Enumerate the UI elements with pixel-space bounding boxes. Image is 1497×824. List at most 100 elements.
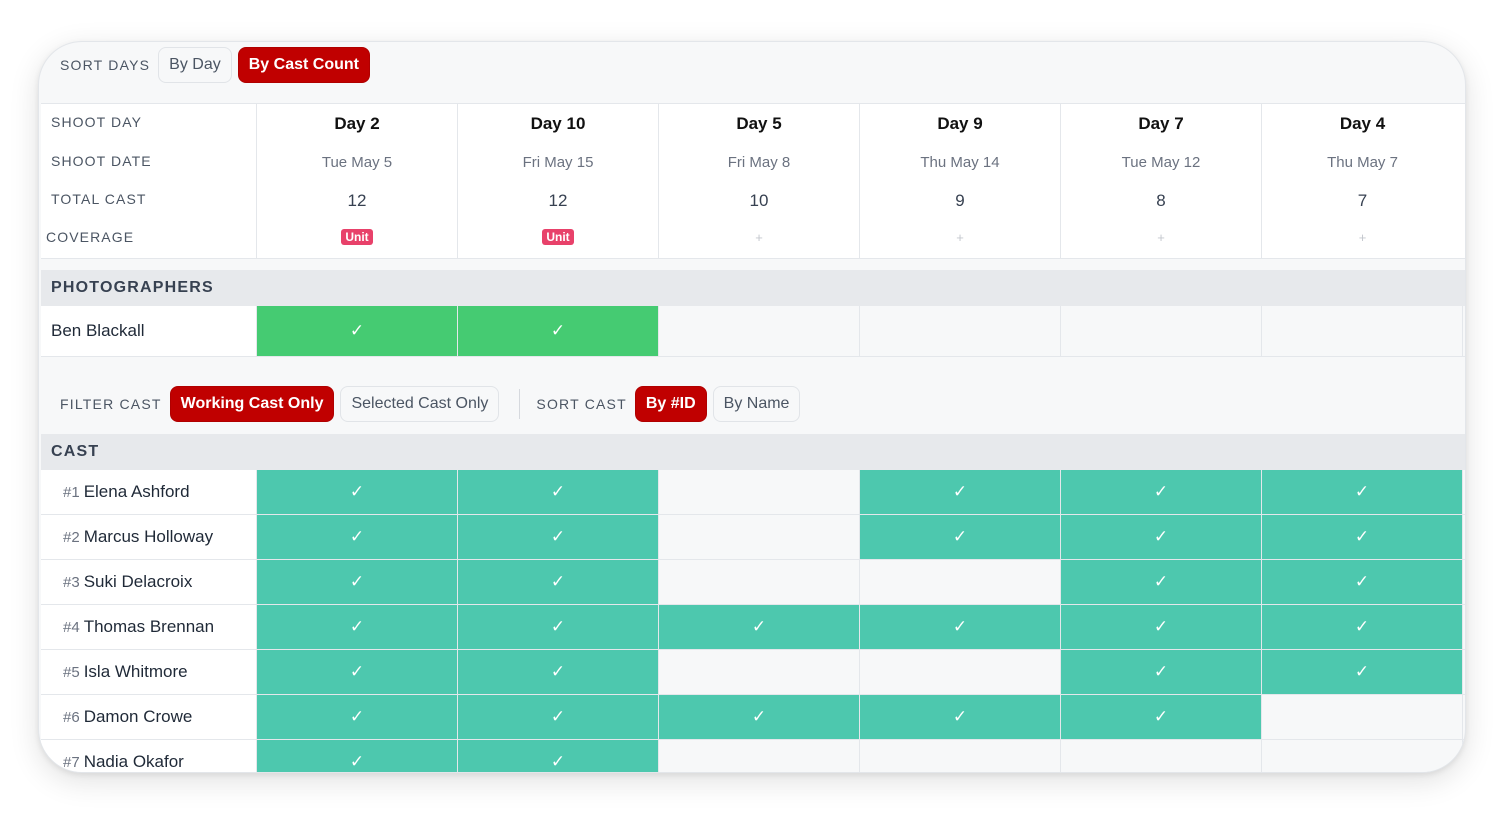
shoot-date: Tue May 5: [321, 154, 393, 171]
unassigned-cell[interactable]: [659, 560, 860, 604]
assigned-cell[interactable]: ✓: [458, 306, 659, 356]
filter-cast-label: FILTER CAST: [60, 396, 162, 412]
assigned-cell[interactable]: ✓: [659, 695, 860, 739]
assigned-cell[interactable]: ✓: [1061, 695, 1262, 739]
add-coverage-icon[interactable]: +: [1358, 229, 1367, 245]
unassigned-cell[interactable]: [1262, 740, 1463, 772]
assigned-cell[interactable]: ✓: [860, 470, 1061, 514]
assigned-cell[interactable]: ✓: [860, 695, 1061, 739]
cast-name: Isla Whitmore: [83, 662, 188, 681]
check-icon: ✓: [1153, 527, 1169, 546]
cast-row: #6 Damon Crowe ✓ ✓ ✓ ✓ ✓: [41, 695, 1465, 740]
cast-name-cell: #7 Nadia Okafor: [41, 740, 257, 772]
selected-cast-only-button[interactable]: Selected Cast Only: [340, 386, 500, 422]
photographers-section-header: PHOTOGRAPHERS: [41, 270, 1465, 306]
check-icon: ✓: [952, 482, 968, 501]
working-cast-only-button[interactable]: Working Cast Only: [169, 386, 335, 422]
sort-by-name-button[interactable]: By Name: [712, 386, 801, 422]
unassigned-cell[interactable]: [1262, 306, 1463, 356]
assigned-cell[interactable]: ✓: [257, 605, 458, 649]
unassigned-cell[interactable]: [860, 306, 1061, 356]
assigned-cell[interactable]: ✓: [860, 515, 1061, 559]
assigned-cell[interactable]: ✓: [458, 515, 659, 559]
check-icon: ✓: [1354, 527, 1370, 546]
cast-row: #2 Marcus Holloway ✓ ✓ ✓ ✓ ✓: [41, 515, 1465, 560]
assigned-cell[interactable]: ✓: [1262, 650, 1463, 694]
check-icon: ✓: [349, 527, 365, 546]
check-icon: ✓: [349, 482, 365, 501]
assigned-cell[interactable]: ✓: [257, 695, 458, 739]
cast-id: #5: [63, 663, 80, 681]
assigned-cell[interactable]: ✓: [659, 605, 860, 649]
assigned-cell[interactable]: ✓: [257, 515, 458, 559]
total-cast: 9: [955, 191, 965, 210]
cast-section-header: CAST: [41, 434, 1465, 470]
day-column-header[interactable]: Day 5 Fri May 8 10 +: [659, 104, 860, 258]
sort-cast-label: SORT CAST: [536, 396, 627, 412]
assigned-cell[interactable]: ✓: [257, 560, 458, 604]
assigned-cell[interactable]: ✓: [860, 605, 1061, 649]
unassigned-cell[interactable]: [860, 740, 1061, 772]
day-column-header[interactable]: Day 10 Fri May 15 12 Unit: [458, 104, 659, 258]
assigned-cell[interactable]: ✓: [1061, 515, 1262, 559]
add-coverage-icon[interactable]: +: [956, 229, 964, 245]
assigned-cell[interactable]: ✓: [1262, 470, 1463, 514]
unassigned-cell[interactable]: [659, 470, 860, 514]
check-icon: ✓: [751, 617, 767, 636]
unassigned-cell[interactable]: [860, 560, 1061, 604]
total-cast: 12: [548, 191, 568, 210]
assigned-cell[interactable]: ✓: [257, 470, 458, 514]
add-coverage-icon[interactable]: +: [755, 229, 763, 245]
assigned-cell[interactable]: ✓: [458, 605, 659, 649]
unassigned-cell[interactable]: [659, 515, 860, 559]
unassigned-cell[interactable]: [659, 740, 860, 772]
assigned-cell[interactable]: ✓: [1061, 470, 1262, 514]
assigned-cell[interactable]: ✓: [458, 695, 659, 739]
photographer-row: Ben Blackall ✓ ✓: [41, 306, 1465, 357]
cast-name: Marcus Holloway: [83, 527, 214, 546]
assigned-cell[interactable]: ✓: [1262, 560, 1463, 604]
assigned-cell[interactable]: ✓: [1262, 515, 1463, 559]
check-icon: ✓: [1153, 707, 1169, 726]
shoot-date: Thu May 14: [920, 154, 1000, 171]
add-coverage-icon[interactable]: +: [1157, 229, 1165, 245]
unassigned-cell[interactable]: [659, 306, 860, 356]
assigned-cell[interactable]: ✓: [257, 306, 458, 356]
assigned-cell[interactable]: ✓: [458, 650, 659, 694]
day-column-header[interactable]: Day 4 Thu May 7 7 +: [1262, 104, 1463, 258]
assigned-cell[interactable]: ✓: [1061, 605, 1262, 649]
cast-id: #7: [63, 753, 80, 771]
sort-by-day-button[interactable]: By Day: [158, 47, 232, 83]
unassigned-cell[interactable]: [1061, 740, 1262, 772]
day-column-header[interactable]: Day 9 Thu May 14 9 +: [860, 104, 1061, 258]
assigned-cell[interactable]: ✓: [1061, 650, 1262, 694]
cast-name: Thomas Brennan: [83, 617, 215, 636]
unassigned-cell[interactable]: [860, 650, 1061, 694]
day-column-header[interactable]: Day 2 Tue May 5 12 Unit: [257, 104, 458, 258]
unassigned-cell[interactable]: [1262, 695, 1463, 739]
assigned-cell[interactable]: ✓: [458, 470, 659, 514]
day-column-header[interactable]: Day 7 Tue May 12 8 +: [1061, 104, 1262, 258]
assigned-cell[interactable]: ✓: [257, 650, 458, 694]
assigned-cell[interactable]: ✓: [1262, 605, 1463, 649]
cast-row: #5 Isla Whitmore ✓ ✓ ✓ ✓: [41, 650, 1465, 695]
check-icon: ✓: [349, 707, 365, 726]
check-icon: ✓: [349, 572, 365, 591]
shoot-date: Tue May 12: [1121, 154, 1201, 171]
schedule-panel: SORT DAYS By Day By Cast Count SHOOT DAY…: [38, 41, 1466, 773]
check-icon: ✓: [550, 572, 566, 591]
check-icon: ✓: [349, 321, 365, 340]
unassigned-cell[interactable]: [1061, 306, 1262, 356]
check-icon: ✓: [349, 752, 365, 771]
sort-by-cast-count-button[interactable]: By Cast Count: [237, 47, 370, 83]
coverage-label: COVERAGE: [46, 229, 135, 245]
check-icon: ✓: [550, 752, 566, 771]
unassigned-cell[interactable]: [659, 650, 860, 694]
check-icon: ✓: [1153, 662, 1169, 681]
assigned-cell[interactable]: ✓: [458, 560, 659, 604]
assigned-cell[interactable]: ✓: [257, 740, 458, 772]
assigned-cell[interactable]: ✓: [1061, 560, 1262, 604]
check-icon: ✓: [1354, 482, 1370, 501]
assigned-cell[interactable]: ✓: [458, 740, 659, 772]
sort-by-id-button[interactable]: By #ID: [634, 386, 707, 422]
